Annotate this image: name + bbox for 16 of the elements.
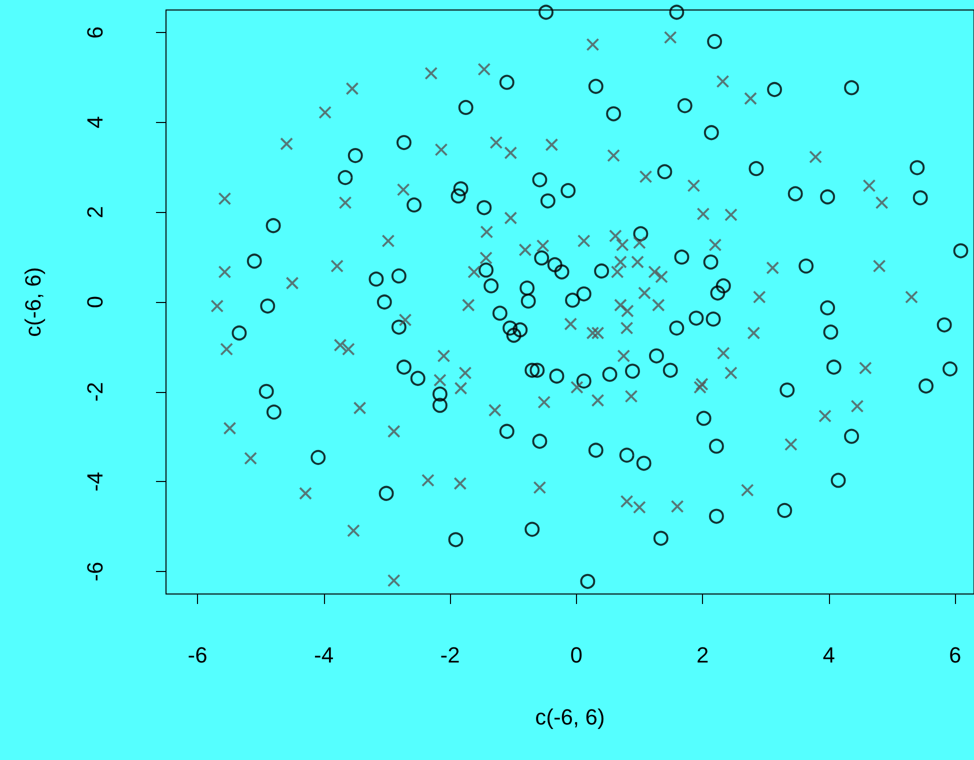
y-tick-label: 6 [82,26,108,39]
y-tick-label: -2 [82,382,108,402]
x-tick-label: -6 [188,642,208,668]
y-tick-label: 0 [82,296,108,308]
x-tick-label: 4 [822,642,835,668]
x-axis-title: c(-6, 6) [535,704,605,730]
y-tick-label: -6 [82,562,108,582]
y-tick-label: -4 [82,472,108,492]
x-tick-label: -4 [314,642,334,668]
y-tick-label: 2 [82,206,108,218]
x-tick-label: 6 [948,642,962,668]
y-tick-label: 4 [82,116,108,128]
x-tick-label: 0 [570,642,582,668]
x-tick-label: -2 [440,642,460,668]
x-tick-label: 2 [696,642,709,668]
y-axis-title: c(-6, 6) [20,267,46,337]
